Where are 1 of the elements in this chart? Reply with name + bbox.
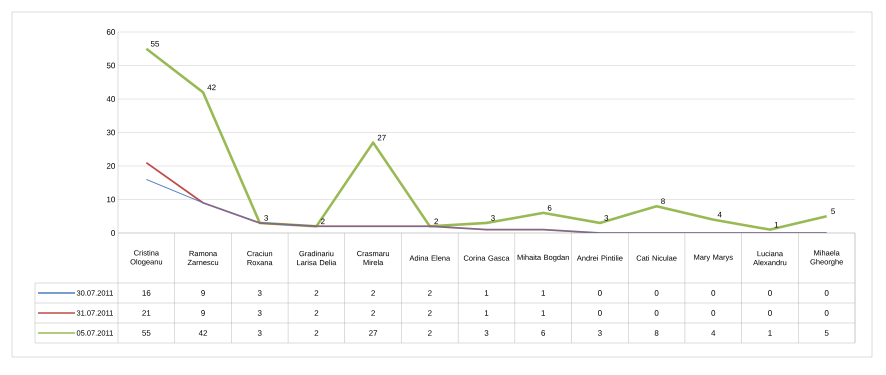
line-series — [145, 47, 828, 231]
